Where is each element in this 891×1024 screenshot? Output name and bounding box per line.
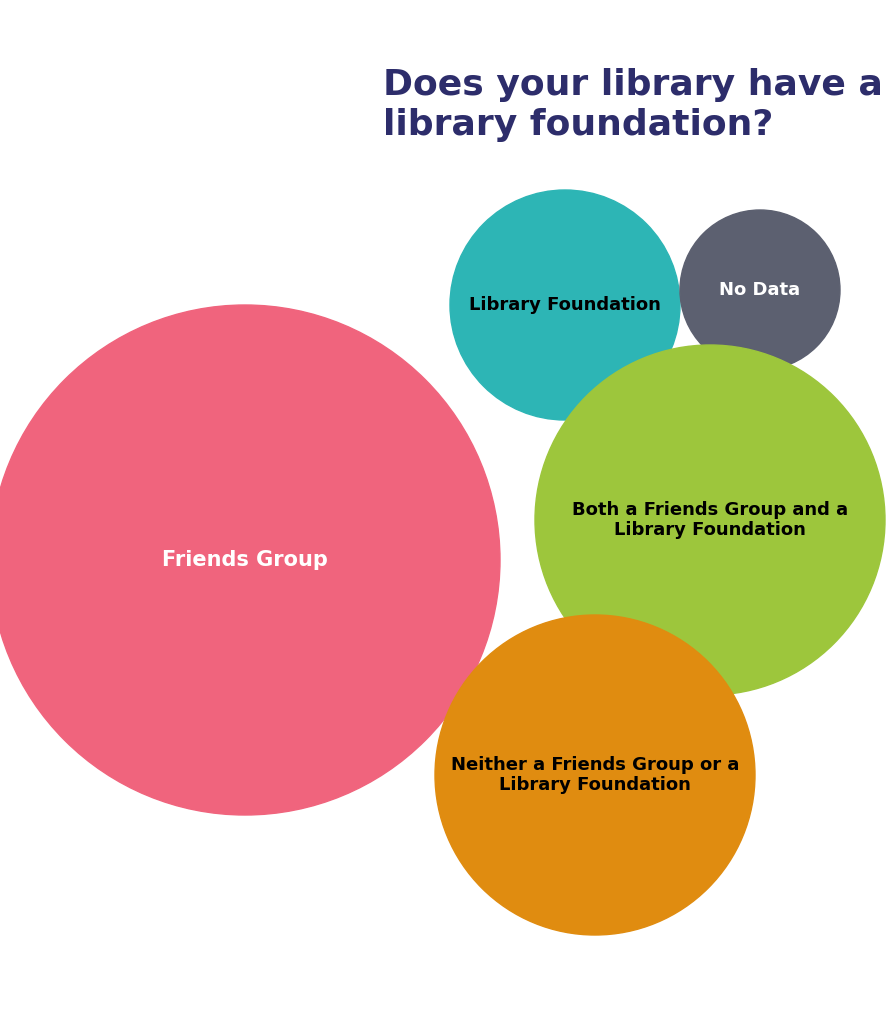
Text: Neither a Friends Group or a
Library Foundation: Neither a Friends Group or a Library Fou… [451,756,740,795]
Text: No Data: No Data [719,281,800,299]
Circle shape [0,305,500,815]
Text: Both a Friends Group and a
Library Foundation: Both a Friends Group and a Library Found… [572,501,848,540]
Text: Friends Group: Friends Group [162,550,328,570]
Circle shape [450,190,680,420]
Text: Library Foundation: Library Foundation [469,296,661,314]
Circle shape [435,615,755,935]
Circle shape [535,345,885,695]
Circle shape [680,210,840,370]
Text: Does your library have a Friends group or
library foundation?: Does your library have a Friends group o… [383,69,891,141]
